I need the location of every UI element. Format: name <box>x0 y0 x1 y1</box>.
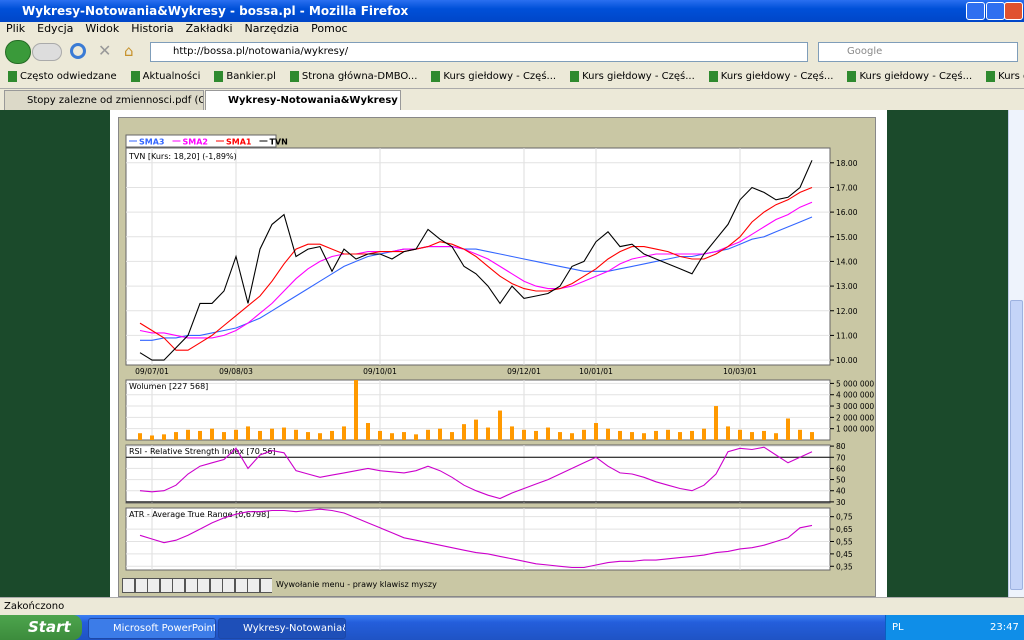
clock: 23:47 <box>990 622 1019 633</box>
url-text: http://bossa.pl/notowania/wykresy/ <box>173 46 349 57</box>
tab-title: Stopy zalezne od zmiennosci.pdf (Obie... <box>27 95 203 106</box>
bookmark[interactable]: Strona główna-DMBO... <box>289 71 418 82</box>
bookmark[interactable]: Bankier.pl <box>214 71 276 82</box>
toolbar-button[interactable] <box>209 578 223 593</box>
toolbar-button[interactable] <box>172 578 185 593</box>
toolbar-button[interactable] <box>122 578 135 593</box>
bookmark[interactable]: Kurs giełdowy - Częś... <box>708 71 834 82</box>
forward-button[interactable] <box>32 43 62 61</box>
toolbar-button[interactable] <box>222 578 235 593</box>
menu-item[interactable]: Widok <box>85 22 120 35</box>
task-item[interactable]: Wykresy-Notowania&... <box>218 618 346 639</box>
reload-button[interactable] <box>70 43 86 59</box>
close-button[interactable] <box>1004 2 1023 20</box>
bookmark[interactable]: Kurs giełdowy - Częś... <box>431 71 557 82</box>
bookmark[interactable]: Kurs giełdowy - Częś... <box>986 71 1024 82</box>
toolbar-button[interactable] <box>259 578 272 593</box>
toolbar-button[interactable] <box>247 578 260 593</box>
tab-active[interactable]: Wykresy-Notowania&Wykresy - ... <box>205 90 401 110</box>
nav-bar: ✕ ⌂ <box>0 37 1024 67</box>
window-title: Wykresy-Notowania&Wykresy - bossa.pl - M… <box>22 4 409 18</box>
home-button[interactable]: ⌂ <box>124 43 134 59</box>
bookmarks-bar: Często odwiedzane Aktualności Bankier.pl St… <box>0 67 1024 87</box>
menu-item[interactable]: Zakładki <box>185 22 233 35</box>
menu-item[interactable]: Plik <box>6 22 26 35</box>
title-bar: Wykresy-Notowania&Wykresy - bossa.pl - M… <box>0 0 1024 22</box>
toolbar-button[interactable] <box>134 578 148 593</box>
tab-bar <box>0 88 1024 110</box>
language: PL <box>892 622 904 633</box>
search-placeholder: Google <box>847 46 883 57</box>
task-label: Microsoft PowerPoint ... <box>113 623 216 634</box>
menu-bar: Plik Edycja Widok Historia Zakładki Narzędzia… <box>0 22 1024 37</box>
menu-item[interactable]: Edycja <box>37 22 74 35</box>
task-label: Wykresy-Notowania&... <box>243 623 345 634</box>
menu-item[interactable]: Historia <box>131 22 174 35</box>
menu-item[interactable]: Narzędzia <box>244 22 300 35</box>
scroll-thumb[interactable] <box>1010 300 1023 590</box>
url-bar[interactable]: http://bossa.pl/notowania/wykresy/ <box>150 42 808 62</box>
applet-toolbar <box>122 578 272 594</box>
scrollbar[interactable] <box>1008 110 1024 597</box>
task-item[interactable]: Microsoft PowerPoint ... <box>88 618 216 639</box>
chart-applet <box>118 117 876 597</box>
bookmark[interactable]: Aktualności <box>130 71 201 82</box>
bookmark[interactable]: Kurs giełdowy - Częś... <box>847 71 973 82</box>
toolbar-button[interactable] <box>184 578 198 593</box>
stop-button[interactable]: ✕ <box>98 43 112 59</box>
search-box[interactable]: Google <box>818 42 1018 62</box>
applet-hint: Wywołanie menu - prawy klawisz myszy <box>276 580 437 589</box>
tab-title: Wykresy-Notowania&Wykresy - ... <box>228 95 400 106</box>
bookmark[interactable]: Często odwiedzane <box>8 71 117 82</box>
status-bar: Zakończono <box>0 597 1024 615</box>
toolbar-button[interactable] <box>234 578 248 593</box>
start-button[interactable]: Start <box>0 615 82 640</box>
tab[interactable]: Stopy zalezne od zmiennosci.pdf (Obie... <box>4 90 204 110</box>
start-label: Start <box>28 618 71 636</box>
menu-item[interactable]: Pomoc <box>311 22 348 35</box>
minimize-button[interactable] <box>966 2 985 20</box>
toolbar-button[interactable] <box>159 578 173 593</box>
bookmark[interactable]: Kurs giełdowy - Częś... <box>570 71 695 82</box>
back-button[interactable] <box>5 40 31 64</box>
system-tray: PL 23:47 <box>885 615 1024 640</box>
toolbar-button[interactable] <box>147 578 160 593</box>
status-text: Zakończono <box>4 601 65 612</box>
maximize-button[interactable] <box>986 2 1005 20</box>
toolbar-button[interactable] <box>197 578 210 593</box>
